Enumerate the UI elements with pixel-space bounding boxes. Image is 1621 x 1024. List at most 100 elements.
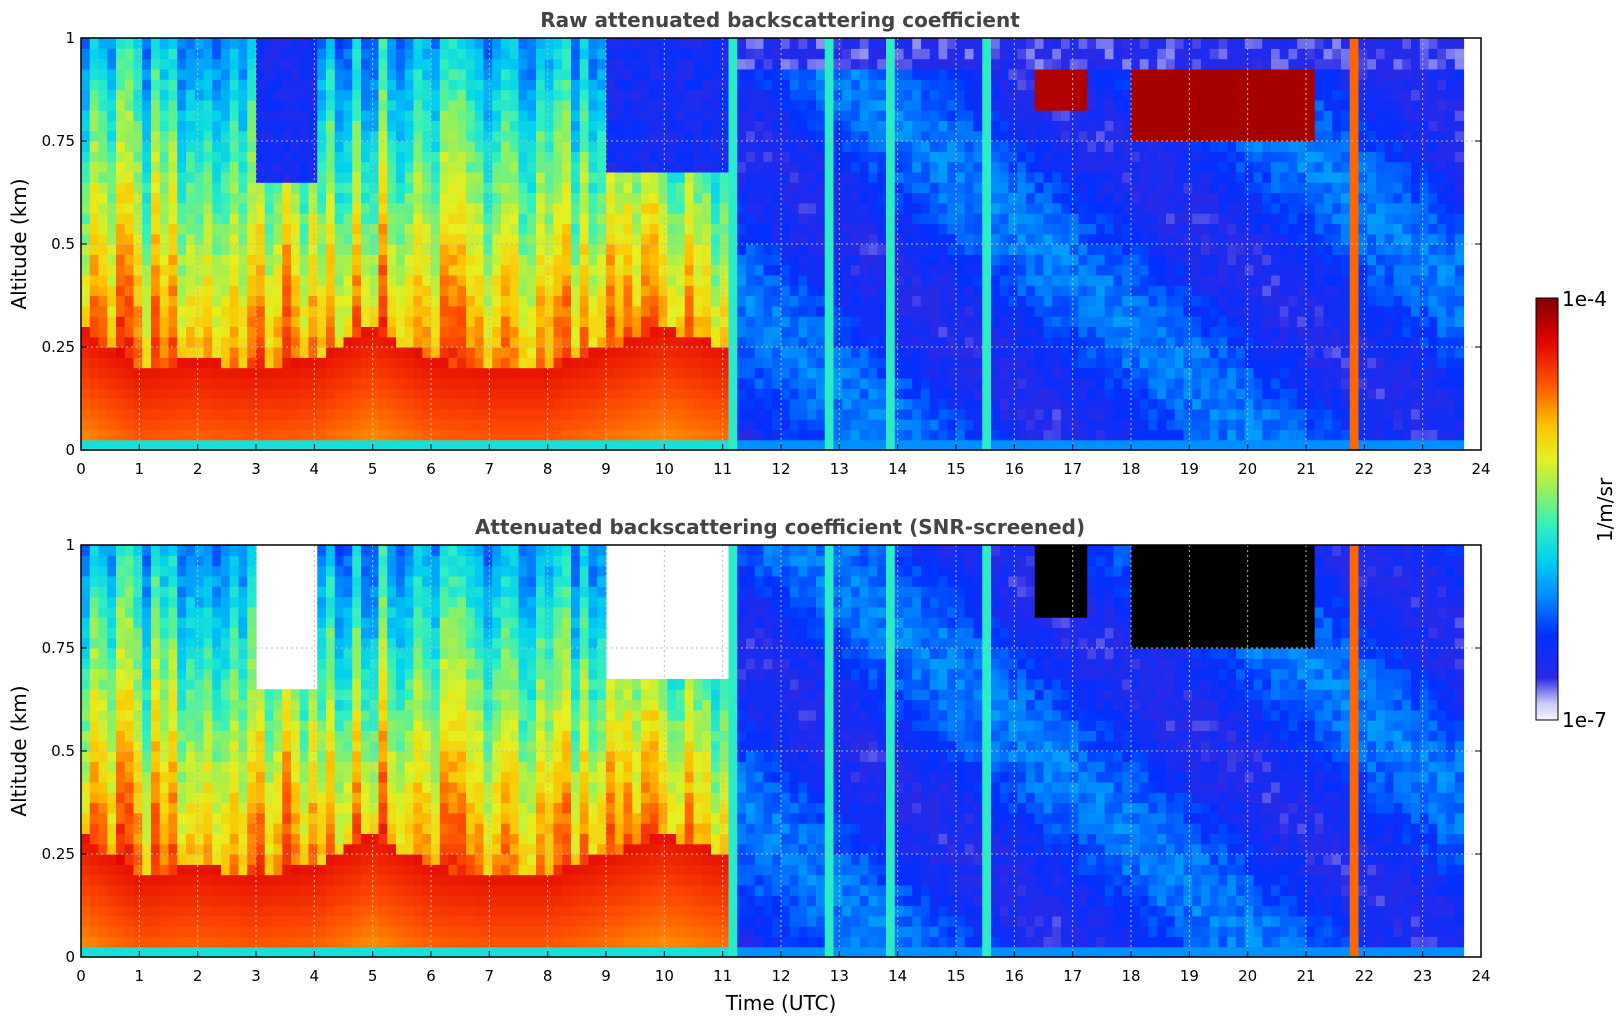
heatmap-cell bbox=[308, 326, 318, 338]
heatmap-cell bbox=[177, 336, 187, 348]
heatmap-cell bbox=[964, 336, 975, 348]
heatmap-cell bbox=[151, 398, 161, 410]
heatmap-cell bbox=[378, 130, 388, 142]
heatmap-cell bbox=[474, 89, 485, 101]
heatmap-cell bbox=[571, 244, 581, 255]
heatmap-cell bbox=[431, 110, 441, 121]
heatmap-cell bbox=[693, 79, 703, 91]
heatmap-cell bbox=[439, 326, 450, 338]
heatmap-cell bbox=[509, 89, 520, 101]
heatmap-cell bbox=[1096, 89, 1106, 101]
heatmap-cell bbox=[186, 408, 196, 420]
heatmap-cell bbox=[982, 264, 992, 276]
heatmap-cell bbox=[1078, 305, 1088, 317]
heatmap-cell bbox=[159, 336, 170, 348]
heatmap-cell bbox=[964, 295, 975, 307]
heatmap-cell bbox=[1026, 336, 1036, 348]
heatmap-cell bbox=[256, 357, 266, 369]
heatmap-cell bbox=[1078, 244, 1088, 255]
heatmap-cell bbox=[396, 89, 406, 101]
heatmap-cell bbox=[868, 285, 878, 297]
heatmap-cell bbox=[107, 68, 117, 80]
heatmap-cell bbox=[833, 130, 843, 142]
heatmap-cell bbox=[203, 89, 213, 101]
heatmap-cell bbox=[1166, 419, 1176, 430]
heatmap-cell bbox=[439, 388, 450, 400]
heatmap-cell bbox=[606, 192, 616, 204]
heatmap-cell bbox=[431, 192, 441, 204]
heatmap-cell bbox=[159, 141, 170, 152]
heatmap-cell bbox=[606, 233, 616, 245]
heatmap-cell bbox=[798, 68, 808, 80]
heatmap-cell bbox=[1122, 110, 1132, 121]
heatmap-cell bbox=[474, 58, 485, 70]
heatmap-cell bbox=[886, 58, 896, 70]
heatmap-cell bbox=[264, 408, 275, 420]
heatmap-cell bbox=[676, 367, 686, 379]
heatmap-cell bbox=[798, 120, 808, 132]
heatmap-cell bbox=[326, 285, 336, 297]
heatmap-cell bbox=[177, 347, 187, 358]
heatmap-cell bbox=[1017, 367, 1027, 379]
heatmap-cell bbox=[326, 79, 336, 91]
heatmap-cell bbox=[212, 99, 222, 111]
heatmap-cell bbox=[352, 223, 362, 235]
heatmap-cell bbox=[1017, 79, 1027, 91]
heatmap-cell bbox=[133, 367, 143, 379]
heatmap-cell bbox=[212, 192, 222, 204]
heatmap-cell bbox=[98, 285, 108, 297]
heatmap-cell bbox=[763, 316, 773, 327]
heatmap-cell bbox=[501, 182, 511, 194]
heatmap-cell bbox=[413, 244, 423, 255]
heatmap-cell bbox=[1122, 89, 1132, 101]
heatmap-cell bbox=[886, 120, 896, 132]
heatmap-cell bbox=[579, 130, 590, 142]
heatmap-cell bbox=[1157, 213, 1167, 224]
heatmap-cell bbox=[404, 285, 415, 297]
heatmap-cell bbox=[606, 367, 616, 379]
heatmap-cell bbox=[527, 171, 537, 183]
heatmap-cell bbox=[851, 141, 861, 152]
heatmap-cell bbox=[1139, 377, 1150, 389]
heatmap-cell bbox=[229, 120, 240, 132]
heatmap-cell bbox=[859, 316, 870, 327]
heatmap-cell bbox=[833, 171, 843, 183]
heatmap-cell bbox=[1148, 141, 1158, 152]
heatmap-cell bbox=[509, 305, 520, 317]
heatmap-cell bbox=[781, 254, 791, 266]
heatmap-cell bbox=[291, 326, 301, 338]
heatmap-cell bbox=[361, 89, 371, 101]
heatmap-cell bbox=[579, 79, 590, 91]
heatmap-cell bbox=[833, 244, 843, 255]
heatmap-cell bbox=[509, 141, 520, 152]
heatmap-cell bbox=[448, 254, 458, 266]
heatmap-cell bbox=[973, 38, 983, 49]
heatmap-cell bbox=[1122, 171, 1132, 183]
heatmap-cell bbox=[956, 295, 966, 307]
heatmap-cell bbox=[299, 244, 310, 255]
heatmap-cell bbox=[194, 233, 205, 245]
heatmap-cell bbox=[763, 244, 773, 255]
heatmap-cell bbox=[1078, 89, 1088, 101]
heatmap-cell bbox=[273, 439, 283, 451]
heatmap-cell bbox=[81, 244, 91, 255]
heatmap-cell bbox=[369, 336, 380, 348]
heatmap-cell bbox=[991, 110, 1001, 121]
heatmap-cell bbox=[536, 99, 546, 111]
heatmap-cell bbox=[737, 357, 747, 369]
heatmap-cell bbox=[632, 99, 642, 111]
heatmap-cell bbox=[81, 110, 91, 121]
heatmap-cell bbox=[833, 48, 843, 60]
heatmap-cell bbox=[282, 295, 292, 307]
heatmap-cell bbox=[816, 99, 826, 111]
heatmap-cell bbox=[763, 419, 773, 430]
heatmap-cell bbox=[194, 408, 205, 420]
heatmap-cell bbox=[973, 233, 983, 245]
heatmap-cell bbox=[413, 367, 423, 379]
heatmap-cell bbox=[1069, 357, 1080, 369]
heatmap-cell bbox=[964, 264, 975, 276]
heatmap-cell bbox=[763, 285, 773, 297]
heatmap-cell bbox=[81, 141, 91, 152]
heatmap-cell bbox=[89, 192, 100, 204]
heatmap-cell bbox=[676, 120, 686, 132]
